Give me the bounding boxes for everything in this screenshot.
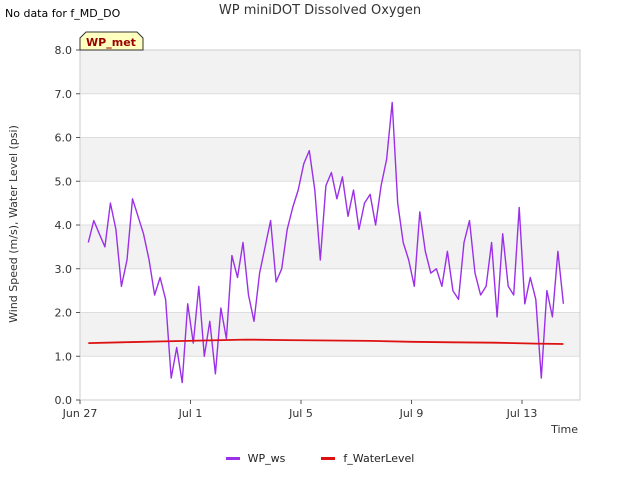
- no-data-note: No data for f_MD_DO: [5, 7, 121, 20]
- y-tick-label: 8.0: [55, 44, 73, 57]
- legend-label: f_WaterLevel: [343, 452, 415, 465]
- x-axis-label: Time: [550, 423, 578, 436]
- x-tick-label: Jun 27: [62, 407, 98, 420]
- y-tick-label: 2.0: [55, 307, 73, 320]
- band-3: [80, 225, 580, 269]
- y-tick-label: 1.0: [55, 350, 73, 363]
- legend-swatch: [321, 457, 336, 460]
- x-tick-label: Jul 9: [399, 407, 424, 420]
- x-tick-label: Jul 5: [288, 407, 313, 420]
- y-tick-label: 4.0: [55, 219, 73, 232]
- plot-background-bands: [80, 50, 580, 400]
- legend-label: WP_ws: [247, 452, 286, 465]
- y-tick-label: 6.0: [55, 132, 73, 145]
- series-layer: [87, 101, 565, 384]
- legend-item: WP_ws: [225, 452, 286, 465]
- band-1: [80, 312, 580, 357]
- x-axis-ticks: Jun 27 Jul 1 Jul 5 Jul 9 Jul 13: [62, 400, 538, 420]
- legend: WP_ws f_WaterLevel: [0, 452, 640, 465]
- y-axis-ticks: 0.0 1.0 2.0 3.0 4.0 5.0 6.0 7.0 8.0: [55, 44, 80, 407]
- chart-title: WP miniDOT Dissolved Oxygen: [218, 3, 422, 18]
- band-5: [80, 137, 580, 182]
- series-line-f-waterlevel: [88, 338, 564, 345]
- y-tick-label: 0.0: [55, 394, 73, 407]
- x-tick-label: Jul 13: [506, 407, 538, 420]
- y-tick-label: 7.0: [55, 88, 73, 101]
- y-tick-label: 5.0: [55, 175, 73, 188]
- y-axis-label: Wind Speed (m/s), Water Level (psi): [7, 125, 20, 323]
- band-6: [80, 93, 580, 138]
- band-4: [80, 181, 580, 225]
- band-2: [80, 268, 580, 313]
- y-tick-label: 3.0: [55, 263, 73, 276]
- badge-label: WP_met: [86, 36, 136, 49]
- series-line-wp-ws: [87, 101, 565, 384]
- legend-item: f_WaterLevel: [321, 452, 414, 465]
- band-0: [80, 356, 580, 400]
- badge-shape: [79, 31, 144, 51]
- station-badge: WP_met: [79, 31, 144, 51]
- band-7: [80, 50, 580, 94]
- legend-swatch: [225, 457, 240, 460]
- x-tick-label: Jul 1: [178, 407, 203, 420]
